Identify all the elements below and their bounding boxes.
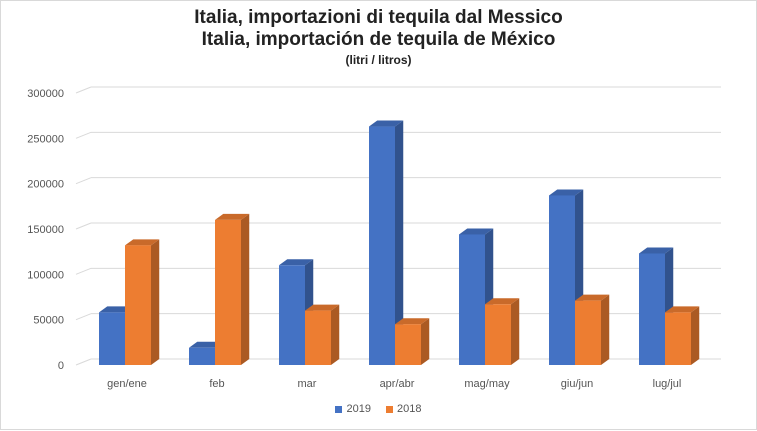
bar-side-2018 [331,304,340,365]
bar-side-2018 [241,213,250,365]
bar-2019 [279,265,305,365]
legend-label-2019: 2019 [346,403,371,415]
bar-top-2018 [575,294,610,301]
bar-2019 [639,253,665,365]
bar-top-2018 [215,213,250,220]
bar-side-2018 [691,306,700,365]
chart-title: Italia, importazioni di tequila dal Mess… [194,7,563,28]
gridline-side [75,358,92,366]
bar-top-2018 [305,304,340,311]
bar-side-2019 [395,120,404,366]
bar-top-2019 [99,306,134,313]
bar-top-2019 [549,189,584,196]
bar-2018 [305,310,331,365]
y-tick-label: 150000 [27,224,64,236]
gridline-side [75,177,92,185]
legend-item-2019: 2019 [335,403,371,415]
bar-2018 [215,219,241,365]
x-tick-label: apr/abr [380,378,415,390]
chart-titles: Italia, importazioni di tequila dal Mess… [1,7,756,68]
bar-2018 [575,300,601,365]
chart-unit: (litri / litros) [345,53,412,67]
legend-swatch-2019 [335,405,343,413]
x-tick-label: lug/jul [653,378,682,390]
bar-2019 [189,347,215,365]
x-tick-label: mag/may [464,378,510,390]
bar-top-2018 [665,306,700,313]
bar-top-2018 [395,318,430,325]
bar-top-2019 [459,228,494,235]
bar-side-2018 [511,298,520,365]
bar-top-2019 [369,120,404,127]
gridline-side [75,131,92,139]
legend-swatch-2018 [386,405,394,413]
gridline-side [75,86,92,94]
legend-item-2018: 2018 [386,403,422,415]
bar-side-2018 [421,318,430,365]
bar-2019 [99,312,125,365]
bar-2018 [125,245,151,365]
y-tick-label: 100000 [27,269,64,281]
x-tick-label: feb [209,378,224,390]
bar-2019 [369,126,395,366]
y-tick-label: 300000 [27,88,64,100]
x-tick-label: gen/ene [107,378,147,390]
y-tick-label: 0 [58,360,64,372]
gridline-side [75,222,92,230]
x-tick-label: mar [298,378,317,390]
bar-2018 [395,324,421,365]
gridline-side [75,267,92,275]
bar-2019 [459,234,485,365]
bar-top-2019 [279,259,314,266]
bar-top-2019 [189,341,224,348]
x-tick-label: giu/jun [561,378,593,390]
chart-legend: 2019 2018 [1,403,756,415]
bar-top-2018 [485,298,520,305]
bar-top-2018 [125,239,160,246]
bar-2018 [485,304,511,365]
y-tick-label: 50000 [33,315,64,327]
bar-side-2018 [151,239,160,365]
bar-2019 [549,195,575,365]
gridline-side [75,313,92,321]
legend-label-2018: 2018 [397,403,422,415]
chart-subtitle: Italia, importación de tequila de México [201,29,556,50]
bar-side-2018 [601,294,610,365]
bar-2018 [665,312,691,365]
y-tick-label: 200000 [27,179,64,191]
bar-top-2019 [639,247,674,254]
y-tick-label: 250000 [27,133,64,145]
